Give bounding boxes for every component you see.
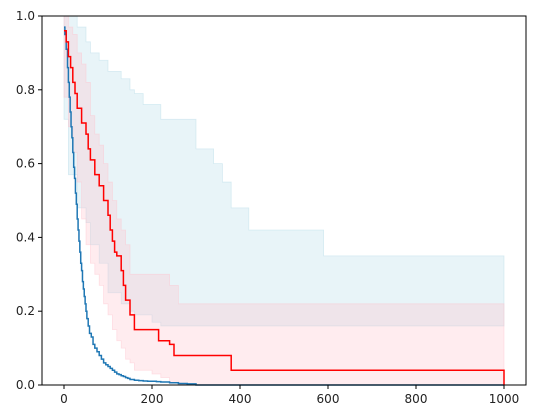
x-tick-label: 1000 xyxy=(489,392,520,406)
y-tick-label: 0.2 xyxy=(16,304,35,318)
y-tick-label: 0.6 xyxy=(16,157,35,171)
x-tick-label: 600 xyxy=(317,392,340,406)
confidence-band-0 xyxy=(63,15,505,327)
survival-curve-1 xyxy=(64,30,505,385)
survival-curve-0 xyxy=(64,26,504,386)
confidence-bands xyxy=(63,15,505,386)
x-tick-label: 0 xyxy=(60,392,68,406)
x-tick-label: 400 xyxy=(229,392,252,406)
x-tick-label: 800 xyxy=(405,392,428,406)
x-tick-label: 200 xyxy=(141,392,164,406)
y-tick-label: 0.8 xyxy=(16,83,35,97)
x-axis: 0 200 400 600 800 1000 xyxy=(60,385,519,406)
y-tick-label: 1.0 xyxy=(16,9,35,23)
y-tick-label: 0.0 xyxy=(16,378,35,392)
y-axis: 0.0 0.2 0.4 0.6 0.8 1.0 xyxy=(16,9,42,392)
plot-frame xyxy=(41,15,527,386)
y-tick-label: 0.4 xyxy=(16,230,35,244)
survival-curves xyxy=(64,26,505,386)
